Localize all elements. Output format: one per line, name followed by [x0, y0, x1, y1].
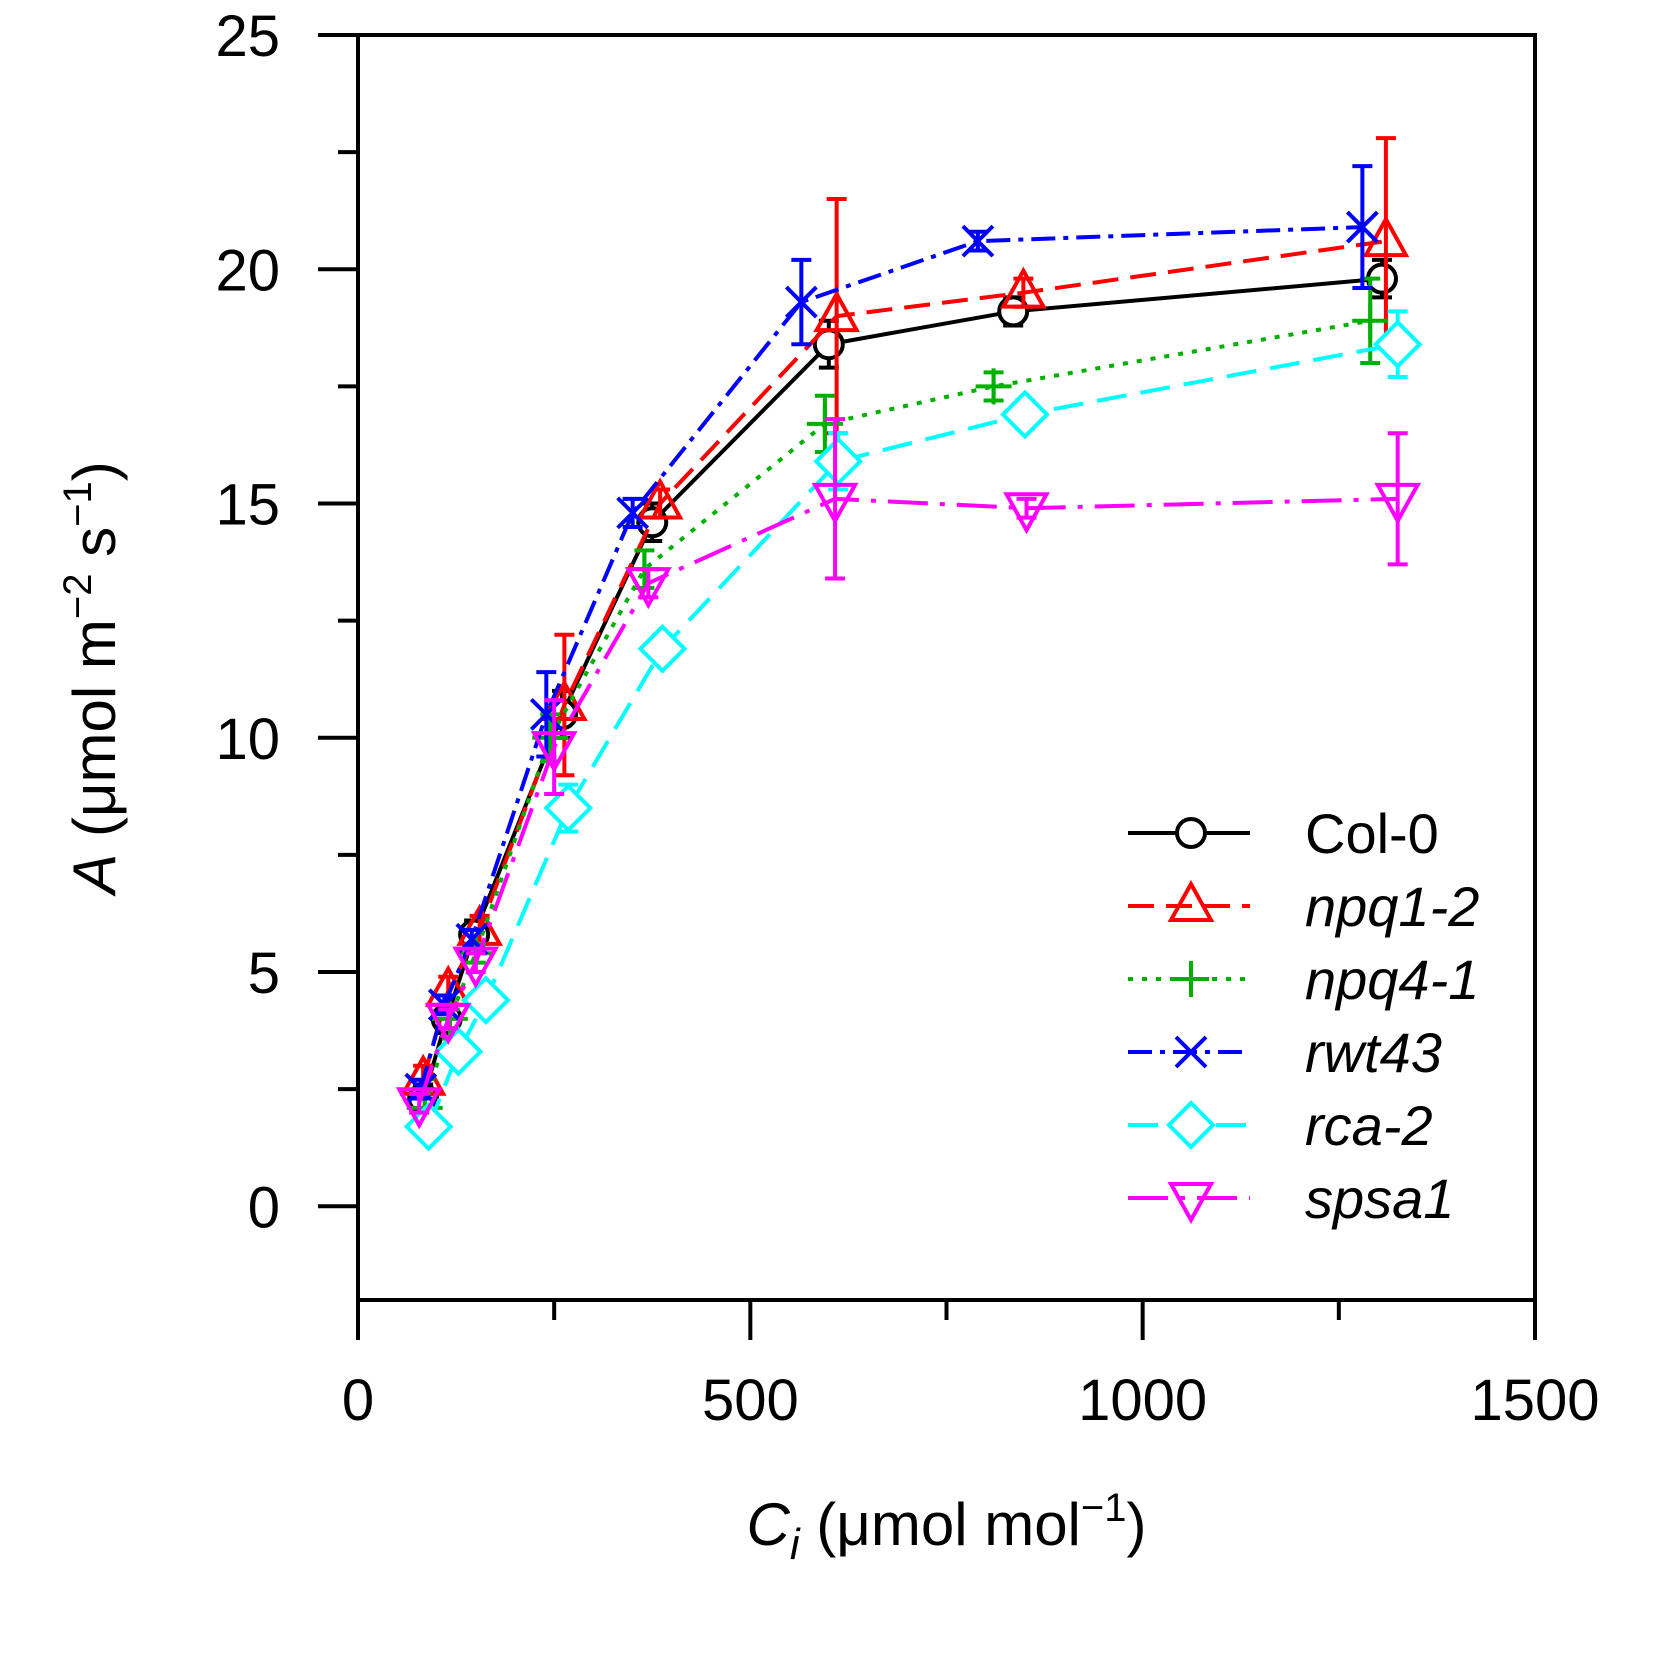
y-tick-label: 5	[248, 941, 280, 1006]
series-rwt43-marker	[529, 697, 563, 731]
series-npq1-2-marker	[636, 477, 684, 520]
series-rca-2-marker	[1372, 319, 1423, 370]
legend-item-rca-2-label: rca-2	[1305, 1094, 1433, 1157]
series-rca-2-marker	[461, 975, 511, 1025]
series-npq1-2-marker	[813, 289, 861, 333]
series-npq4-1-marker	[975, 368, 1012, 405]
series-spsa1-marker	[530, 731, 578, 774]
series-rwt43	[404, 164, 1379, 1106]
series-spsa1-error-bar	[825, 417, 846, 581]
x-axis-title-unit: (μmol mol	[800, 1491, 1081, 1558]
y-axis-title-sup1: −2	[56, 574, 100, 620]
legend-item-rwt43: rwt43	[1128, 1021, 1442, 1084]
series-npq1-2-marker	[999, 266, 1047, 309]
series-spsa1-marker	[1374, 482, 1422, 525]
legend-item-rwt43-swatch-marker	[1174, 1035, 1208, 1069]
legend-item-spsa1: spsa1	[1128, 1167, 1454, 1230]
legend-item-npq1-2: npq1-2	[1128, 875, 1479, 938]
y-tick-label: 25	[215, 4, 280, 69]
series-npq4-1-marker	[1352, 302, 1389, 339]
legend-item-col-0: Col-0	[1128, 802, 1439, 865]
legend-item-rca-2: rca-2	[1128, 1094, 1433, 1157]
y-axis-title-close: )	[61, 461, 128, 481]
legend-item-npq1-2-label: npq1-2	[1305, 875, 1479, 938]
y-tick-label: 15	[215, 473, 280, 538]
y-axis-title: A (μmol m−2 s−1)	[56, 461, 128, 896]
series-rca-2-marker	[637, 623, 688, 674]
series-npq1-2-marker	[1362, 215, 1410, 258]
x-axis-title-close: )	[1127, 1491, 1147, 1558]
series-rca-2	[403, 309, 1423, 1152]
series-layer	[395, 136, 1423, 1152]
legend-item-spsa1-label: spsa1	[1305, 1167, 1454, 1230]
y-tick-label: 0	[248, 1175, 280, 1240]
series-spsa1-marker	[1003, 492, 1050, 535]
series-spsa1-marker	[624, 567, 672, 610]
series-rca-2-marker	[543, 783, 594, 833]
x-tick-label: 1500	[1470, 1368, 1599, 1433]
legend-item-npq4-1-swatch-marker	[1173, 961, 1209, 997]
series-rwt43-marker	[616, 496, 650, 530]
y-axis-title-var: A	[61, 854, 128, 897]
x-tick-label: 0	[342, 1368, 374, 1433]
series-rwt43-marker	[961, 224, 995, 258]
x-axis-title-var: C	[747, 1491, 791, 1558]
legend-item-spsa1-swatch-marker	[1167, 1182, 1215, 1225]
series-npq1-2-line	[421, 239, 1387, 1081]
series-spsa1	[395, 417, 1422, 1130]
x-axis-title: Ci (μmol mol−1)	[747, 1486, 1147, 1569]
series-spsa1-marker	[424, 1002, 472, 1046]
series-rwt43-marker	[1345, 210, 1379, 244]
series-spsa1-marker	[811, 482, 859, 525]
x-tick-label: 1000	[1078, 1368, 1207, 1433]
x-axis-title-sub: i	[790, 1520, 801, 1569]
series-spsa1-error-bar	[1387, 431, 1408, 567]
series-spsa1-marker	[452, 946, 500, 989]
x-axis-title-unit-sup: −1	[1081, 1486, 1127, 1530]
series-spsa1-marker	[395, 1087, 443, 1130]
legend-item-rwt43-label: rwt43	[1305, 1021, 1442, 1084]
y-tick-label: 20	[215, 238, 280, 303]
series-spsa1-error-bar	[544, 698, 565, 796]
y-axis-title-sup2: −1	[56, 481, 100, 527]
y-tick-label: 10	[215, 707, 280, 772]
series-rwt43-marker	[784, 285, 818, 319]
legend-item-rca-2-swatch-marker	[1166, 1100, 1216, 1150]
legend-item-col-0-swatch-marker	[1175, 817, 1207, 849]
x-tick-label: 500	[702, 1368, 799, 1433]
y-axis-title-unit: (μmol m	[61, 619, 128, 854]
y-axis-title-unit-s: s	[61, 527, 128, 574]
legend: Col-0 npq1-2 npq4-1 rwt43 rca-2 spsa1	[1128, 802, 1479, 1230]
legend-item-npq4-1-label: npq4-1	[1305, 948, 1479, 1011]
series-rca-2-marker	[1000, 389, 1050, 440]
axes-layer: 0 500 1000 1500 0 5 10 15 20 25	[215, 4, 1599, 1433]
legend-item-npq1-2-swatch-marker	[1167, 879, 1215, 922]
legend-item-npq4-1: npq4-1	[1128, 948, 1479, 1011]
legend-item-col-0-label: Col-0	[1305, 802, 1439, 865]
